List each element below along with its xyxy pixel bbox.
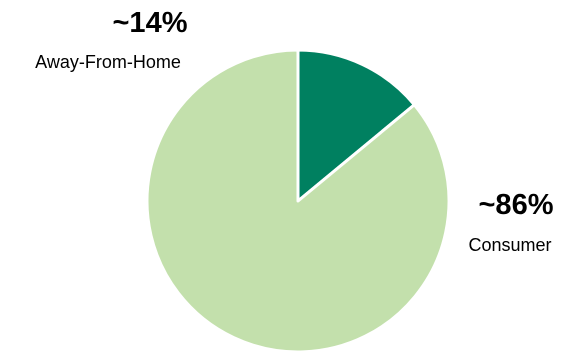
slice-category-label-consumer: Consumer	[468, 235, 551, 255]
slice-value-label-consumer: ~86%	[479, 189, 554, 221]
slice-value-label-away-from-home: ~14%	[113, 7, 188, 39]
pie-slice-away-from-home	[296, 48, 416, 203]
pie-slice-consumer	[145, 48, 451, 352]
pie-slices	[145, 48, 451, 352]
slice-category-label-away-from-home: Away-From-Home	[35, 52, 181, 72]
